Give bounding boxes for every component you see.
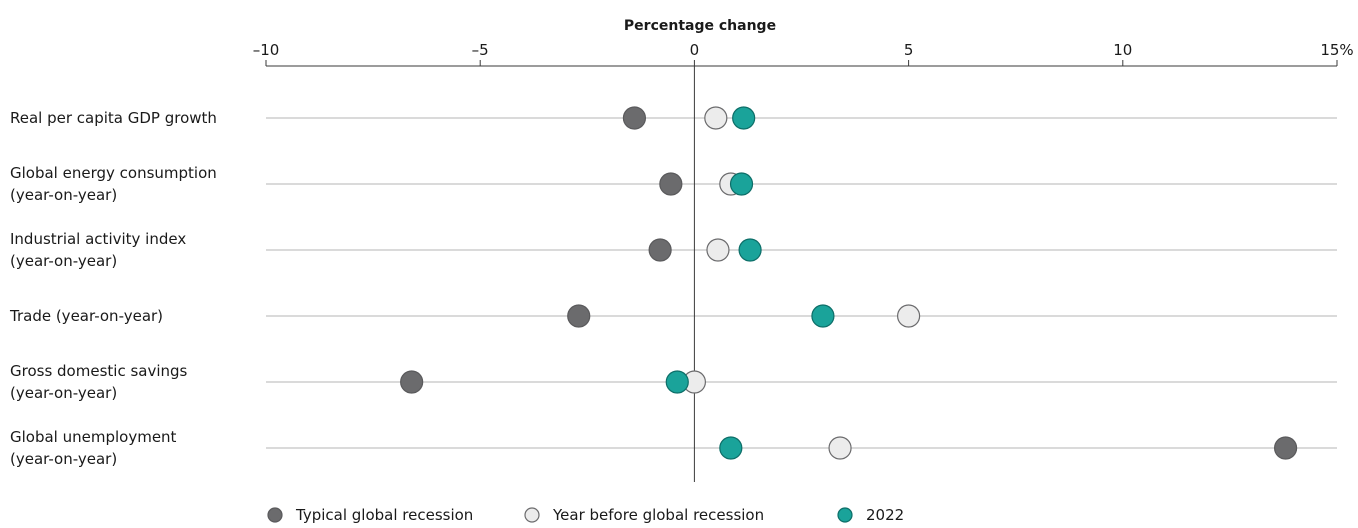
data-point [1273,436,1298,460]
data-point [648,238,672,262]
x-tick-label: 0 [690,41,700,59]
x-axis: –10 –5 0 5 10 15% [253,41,1354,67]
x-tick-label: 5 [904,41,914,59]
data-point [400,370,424,394]
data-point [719,436,743,460]
legend-marker [837,507,853,523]
data-point [811,304,835,328]
category-label: (year-on-year) [10,186,117,204]
data-point [828,436,852,460]
category-label: Global unemployment [10,428,177,446]
data-point [704,106,728,130]
legend: Typical global recession Year before glob… [267,506,904,524]
data-point [659,172,683,196]
category-label: Global energy consumption [10,164,217,182]
x-tick-label: 10 [1113,41,1132,59]
legend-marker [267,507,283,523]
legend-label: 2022 [866,506,904,524]
category-label: Industrial activity index [10,230,186,248]
data-point [896,304,921,328]
legend-label: Year before global recession [552,506,764,524]
legend-label: Typical global recession [295,506,473,524]
category-label: Gross domestic savings [10,362,188,380]
x-tick-label: –5 [472,41,489,59]
category-label: Real per capita GDP growth [10,109,217,127]
data-point [706,238,730,262]
category-label: (year-on-year) [10,450,117,468]
category-label: (year-on-year) [10,252,117,270]
data-point [732,106,756,130]
category-label: (year-on-year) [10,384,117,402]
data-point [665,370,689,394]
x-tick-label: 15% [1320,41,1353,59]
category-rows: Real per capita GDP growth Global energy … [9,109,1337,468]
x-tick-label: –10 [253,41,280,59]
data-point [729,172,754,196]
data-points [400,106,1298,460]
data-point [738,238,762,262]
category-label: Trade (year-on-year) [9,307,163,325]
x-axis-title: Percentage change [624,18,776,34]
data-point [622,106,647,130]
data-point [567,304,591,328]
legend-marker [524,507,540,523]
